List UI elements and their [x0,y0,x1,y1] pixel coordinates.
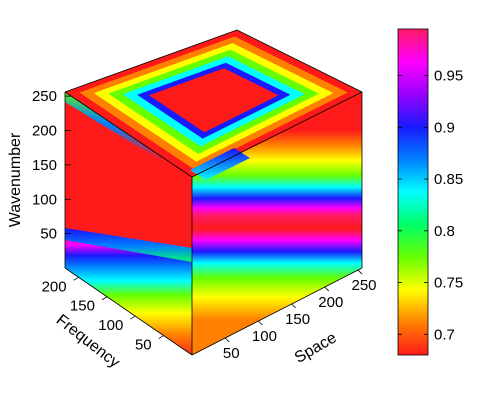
z-tick-label: 50 [40,226,57,243]
x-tick-label: 200 [318,294,343,311]
cube-edge-1 [191,91,363,178]
y-tick-label: 100 [98,317,123,334]
y-tick-label: 50 [135,337,152,354]
cube-edge-7 [64,29,238,93]
y-tick-mark [101,296,108,301]
colorbar-tick-label: 0.85 [434,171,463,188]
colorbar: 0.7 0.75 0.8 0.85 0.9 0.95 [397,28,463,356]
colorbar-gradient [397,28,429,356]
colorbar-tick-label: 0.7 [434,326,455,343]
y-tick-label: 200 [42,278,67,295]
x-tick-label: 150 [285,311,310,328]
y-tick-mark [73,276,79,281]
cube-edge-5 [191,267,363,356]
top-face-notch [190,148,250,180]
z-tick-label: 200 [32,123,57,140]
colorbar-tick-label: 0.95 [434,68,463,85]
cube-edge-8 [236,29,363,93]
x-tick-mark [224,337,230,343]
x-tick-mark [324,286,330,292]
x-tick-label: 250 [352,277,377,294]
cube-edge-4 [64,267,193,356]
x-tick-mark [258,320,263,326]
cube-edges [64,29,363,356]
z-tick-label: 250 [32,88,57,105]
colorbar-tick-label: 0.8 [434,223,455,240]
y-tick-label: 150 [70,298,95,315]
x-axis-label: Space [292,329,340,366]
cube-faces [65,30,362,355]
y-tick-mark [130,315,136,320]
x-tick-mark [357,269,363,275]
cube-edge-0 [64,91,193,178]
z-axis-label: Wavenumber [7,132,24,227]
top-face-band-6 [149,68,279,133]
z-tick-label: 150 [32,157,57,174]
x-tick-mark [291,303,296,309]
x-tick-label: 100 [252,328,277,345]
left-face-core-region [65,92,192,248]
colorbar-tick-label: 0.75 [434,275,463,292]
x-tick-label: 50 [223,345,240,362]
left-face-boundary-band [65,228,192,262]
colorbar-tick-label: 0.9 [434,119,455,136]
z-tick-label: 100 [32,191,57,208]
left-face-top-band [65,92,192,180]
y-tick-mark [158,335,164,339]
